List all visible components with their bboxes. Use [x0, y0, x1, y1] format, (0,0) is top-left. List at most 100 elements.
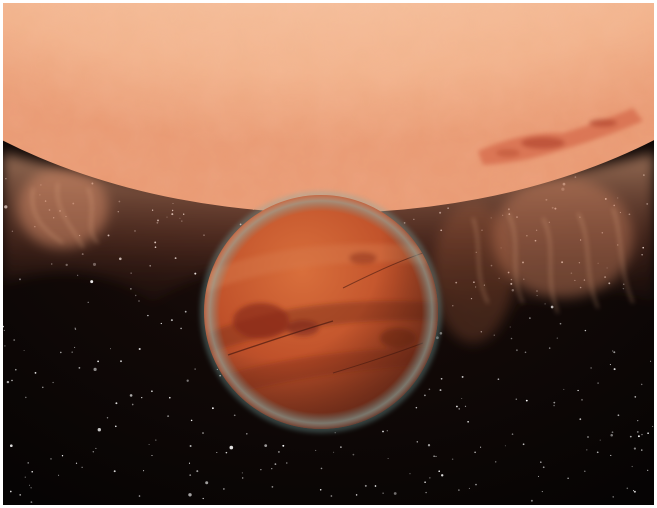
background-star — [474, 451, 476, 454]
background-star — [584, 470, 586, 473]
background-star — [440, 377, 443, 380]
background-star — [186, 379, 189, 382]
background-star — [611, 431, 614, 434]
background-star — [504, 445, 506, 447]
background-star — [241, 477, 244, 479]
background-star — [647, 432, 649, 435]
background-star — [15, 368, 17, 371]
background-star — [129, 394, 133, 397]
background-star — [151, 454, 153, 457]
background-star — [120, 360, 122, 363]
background-star — [429, 477, 431, 479]
background-star — [260, 469, 262, 471]
background-star — [461, 375, 464, 378]
background-star — [233, 414, 236, 417]
background-star — [29, 484, 30, 486]
prominence-wisps — [31, 182, 634, 314]
background-star — [90, 280, 94, 284]
background-star — [87, 301, 89, 303]
background-star — [352, 453, 355, 456]
background-star — [189, 474, 192, 476]
background-star — [223, 488, 225, 490]
background-star — [382, 430, 384, 433]
background-star — [196, 470, 199, 473]
background-star — [42, 386, 44, 389]
background-star — [640, 383, 643, 386]
planet-icon — [200, 191, 442, 433]
background-star — [511, 433, 514, 435]
background-star — [115, 402, 118, 405]
background-star — [637, 419, 639, 422]
background-star — [387, 458, 389, 459]
background-star — [74, 346, 76, 348]
background-star — [550, 305, 554, 309]
background-star — [393, 492, 397, 495]
background-star — [494, 461, 497, 463]
background-star — [637, 435, 640, 438]
background-star — [631, 465, 633, 468]
background-star — [612, 350, 614, 352]
background-star — [282, 444, 285, 447]
background-star — [138, 495, 141, 497]
background-star — [556, 337, 558, 339]
background-star — [188, 493, 192, 497]
background-star — [458, 489, 460, 491]
background-star — [451, 458, 454, 461]
background-star — [439, 389, 442, 392]
background-star — [439, 332, 443, 335]
background-star — [212, 407, 214, 410]
background-star — [155, 439, 157, 441]
background-star — [74, 327, 76, 329]
background-star — [274, 463, 277, 465]
background-star — [563, 388, 565, 390]
background-star — [461, 397, 463, 400]
background-star — [386, 430, 388, 432]
background-star — [194, 368, 196, 370]
background-star — [60, 351, 62, 354]
background-star — [78, 367, 81, 369]
background-star — [97, 428, 101, 432]
background-star — [633, 490, 636, 493]
background-star — [522, 443, 525, 446]
background-star — [553, 404, 555, 407]
background-star — [596, 451, 599, 454]
background-star — [617, 414, 620, 417]
background-star — [650, 360, 652, 362]
background-star — [246, 433, 248, 435]
sun-icon — [3, 3, 654, 213]
background-star — [647, 469, 649, 471]
background-star — [586, 449, 588, 451]
background-star — [441, 474, 444, 477]
background-star — [141, 396, 143, 399]
background-star — [75, 462, 78, 464]
background-star — [184, 310, 187, 313]
background-star — [277, 450, 280, 453]
background-star — [613, 351, 616, 354]
background-star — [610, 454, 612, 456]
background-star — [30, 501, 33, 503]
background-star — [106, 417, 109, 419]
background-star — [92, 451, 95, 453]
background-star — [590, 367, 592, 369]
background-star — [493, 334, 496, 336]
background-star — [9, 444, 13, 448]
background-star — [160, 322, 162, 325]
background-star — [553, 401, 556, 404]
background-star — [559, 322, 562, 325]
background-star — [19, 494, 22, 496]
background-star — [613, 368, 616, 371]
background-star — [61, 455, 64, 457]
background-star — [581, 398, 583, 401]
background-star — [4, 345, 6, 347]
background-star — [415, 406, 418, 409]
background-star — [138, 300, 140, 302]
background-star — [409, 473, 411, 475]
background-star — [97, 360, 99, 363]
background-star — [77, 274, 79, 276]
background-star — [74, 328, 77, 330]
scene-svg — [3, 3, 654, 505]
background-star — [374, 485, 377, 487]
background-star — [382, 492, 384, 494]
background-star — [81, 466, 83, 468]
